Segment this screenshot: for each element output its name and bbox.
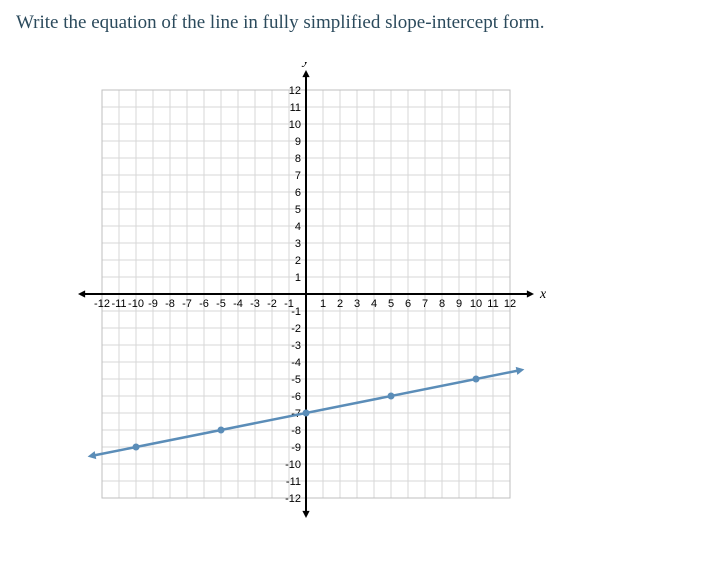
svg-text:9: 9 xyxy=(295,136,301,148)
svg-text:-8: -8 xyxy=(291,425,301,437)
svg-text:5: 5 xyxy=(295,204,301,216)
svg-text:8: 8 xyxy=(295,153,301,165)
svg-text:-7: -7 xyxy=(182,298,192,310)
svg-text:-2: -2 xyxy=(291,323,301,335)
svg-text:-2: -2 xyxy=(267,298,277,310)
svg-text:-11: -11 xyxy=(111,298,126,310)
svg-text:-12: -12 xyxy=(285,493,301,505)
svg-text:-5: -5 xyxy=(291,374,301,386)
svg-text:6: 6 xyxy=(295,187,301,199)
svg-text:-12: -12 xyxy=(94,298,110,310)
svg-text:1: 1 xyxy=(295,272,301,284)
svg-text:3: 3 xyxy=(295,238,301,250)
svg-text:6: 6 xyxy=(405,298,411,310)
svg-text:12: 12 xyxy=(289,85,301,97)
svg-text:-6: -6 xyxy=(291,391,301,403)
svg-text:3: 3 xyxy=(354,298,360,310)
svg-text:-8: -8 xyxy=(165,298,175,310)
coordinate-graph: -12-11-10-9-8-7-6-5-4-3-2-11234567891011… xyxy=(66,62,546,542)
svg-text:10: 10 xyxy=(289,119,301,131)
graph-container: -12-11-10-9-8-7-6-5-4-3-2-11234567891011… xyxy=(66,62,546,542)
svg-text:-10: -10 xyxy=(285,459,301,471)
svg-text:11: 11 xyxy=(290,102,301,114)
svg-text:5: 5 xyxy=(388,298,394,310)
svg-text:-9: -9 xyxy=(291,442,301,454)
svg-text:-3: -3 xyxy=(250,298,260,310)
svg-text:-6: -6 xyxy=(199,298,209,310)
svg-text:y: y xyxy=(301,62,310,68)
svg-text:11: 11 xyxy=(487,298,498,310)
svg-text:9: 9 xyxy=(456,298,462,310)
svg-text:12: 12 xyxy=(504,298,516,310)
svg-text:-3: -3 xyxy=(291,340,301,352)
svg-text:10: 10 xyxy=(470,298,482,310)
svg-text:4: 4 xyxy=(371,298,377,310)
svg-text:2: 2 xyxy=(337,298,343,310)
svg-text:4: 4 xyxy=(295,221,301,233)
svg-text:-1: -1 xyxy=(291,306,301,318)
svg-text:-4: -4 xyxy=(291,357,301,369)
svg-text:7: 7 xyxy=(295,170,301,182)
svg-text:-11: -11 xyxy=(286,476,301,488)
svg-text:-4: -4 xyxy=(233,298,243,310)
svg-text:x: x xyxy=(539,287,546,302)
svg-text:8: 8 xyxy=(439,298,445,310)
svg-text:-9: -9 xyxy=(148,298,158,310)
question-text: Write the equation of the line in fully … xyxy=(16,12,704,34)
svg-text:2: 2 xyxy=(295,255,301,267)
svg-text:-5: -5 xyxy=(216,298,226,310)
svg-text:1: 1 xyxy=(320,298,326,310)
svg-text:-10: -10 xyxy=(128,298,144,310)
svg-text:7: 7 xyxy=(422,298,428,310)
